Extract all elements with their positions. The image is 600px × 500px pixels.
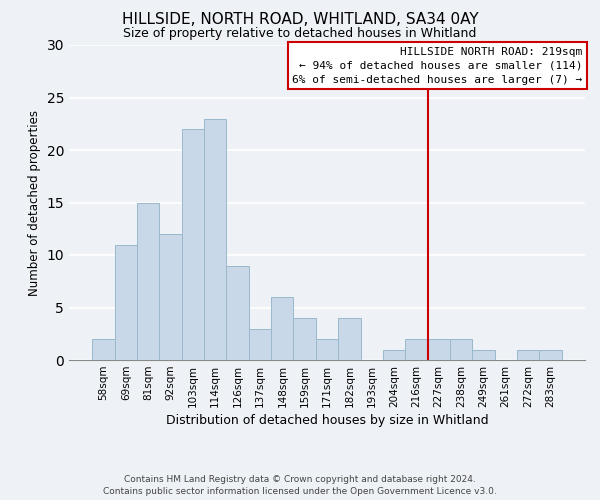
Text: Size of property relative to detached houses in Whitland: Size of property relative to detached ho… xyxy=(124,28,476,40)
Bar xyxy=(405,339,428,360)
Bar xyxy=(428,339,450,360)
Bar xyxy=(115,244,137,360)
Bar xyxy=(160,234,182,360)
X-axis label: Distribution of detached houses by size in Whitland: Distribution of detached houses by size … xyxy=(166,414,488,427)
Bar xyxy=(316,339,338,360)
Text: Contains HM Land Registry data © Crown copyright and database right 2024.
Contai: Contains HM Land Registry data © Crown c… xyxy=(103,475,497,496)
Bar xyxy=(383,350,405,360)
Bar xyxy=(293,318,316,360)
Bar xyxy=(226,266,249,360)
Bar xyxy=(204,118,226,360)
Bar xyxy=(271,297,293,360)
Bar xyxy=(517,350,539,360)
Bar xyxy=(539,350,562,360)
Bar xyxy=(249,328,271,360)
Bar xyxy=(182,129,204,360)
Y-axis label: Number of detached properties: Number of detached properties xyxy=(28,110,41,296)
Bar xyxy=(92,339,115,360)
Bar xyxy=(137,202,160,360)
Bar xyxy=(338,318,361,360)
Bar xyxy=(450,339,472,360)
Text: HILLSIDE, NORTH ROAD, WHITLAND, SA34 0AY: HILLSIDE, NORTH ROAD, WHITLAND, SA34 0AY xyxy=(122,12,478,28)
Text: HILLSIDE NORTH ROAD: 219sqm
← 94% of detached houses are smaller (114)
6% of sem: HILLSIDE NORTH ROAD: 219sqm ← 94% of det… xyxy=(292,46,583,84)
Bar xyxy=(472,350,494,360)
